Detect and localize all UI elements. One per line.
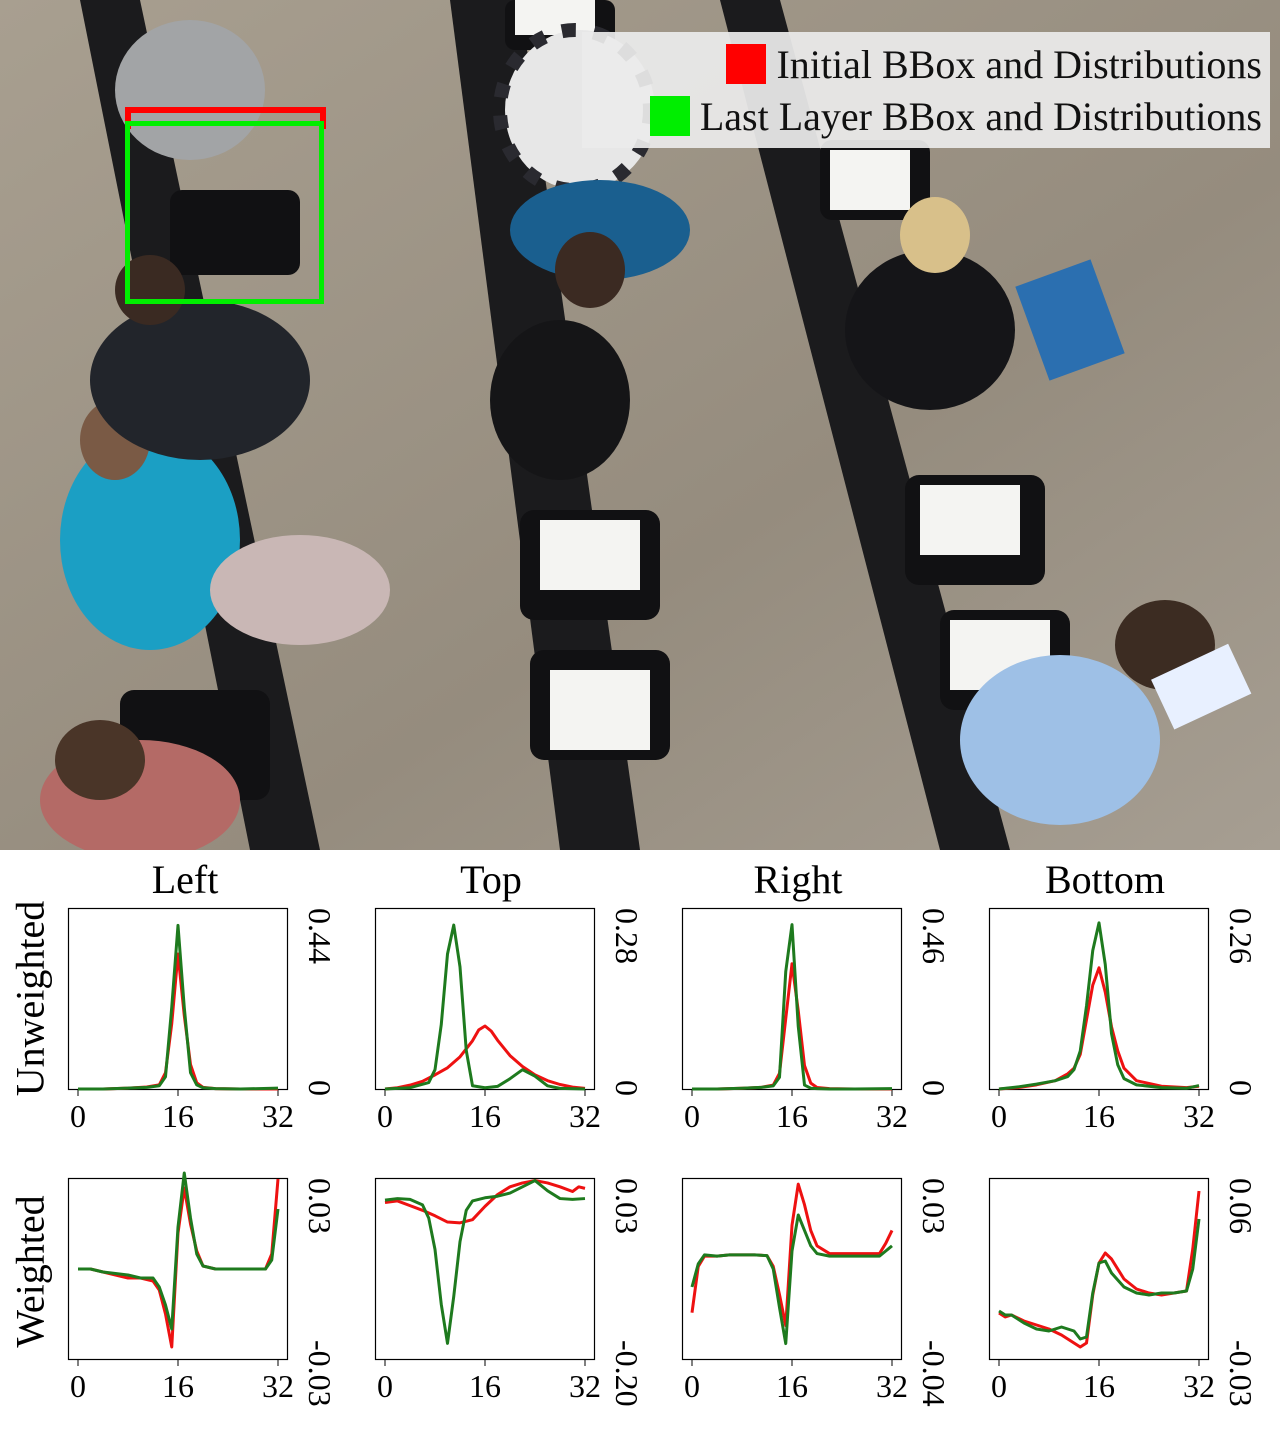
y-tick-label-min: -0.20: [609, 1340, 645, 1407]
y-tick-label-max: 0.03: [609, 1178, 645, 1234]
plot-frame: [67, 1177, 289, 1361]
panel-weighted-bottom: [988, 1177, 1210, 1366]
initial-series-line: [692, 962, 892, 1091]
y-tick-label-max: 0.26: [1223, 908, 1259, 964]
x-tick-label: 32: [1183, 1368, 1215, 1404]
plot-svg-weighted-right: [681, 1177, 903, 1366]
initial-series-line: [384, 1024, 586, 1091]
y-tick-label-min: 0: [302, 1080, 338, 1096]
x-tick-label: 32: [1183, 1098, 1215, 1134]
plot-svg-unweighted-right: [681, 907, 903, 1096]
last-layer-series-line: [384, 1179, 586, 1345]
legend-label-last-layer: Last Layer BBox and Distributions: [699, 93, 1262, 139]
legend-label-initial: Initial BBox and Distributions: [776, 41, 1262, 87]
plot-svg-unweighted-top: [374, 907, 596, 1096]
last-layer-series-line: [998, 1218, 1201, 1341]
x-tick-label: 32: [569, 1368, 601, 1404]
legend-swatch-last-layer: [649, 96, 690, 136]
x-tick-label: 16: [1083, 1368, 1115, 1404]
y-tick-label-max: 0.03: [916, 1178, 952, 1234]
plot-frame: [67, 907, 289, 1091]
last-layer-series-line: [78, 923, 279, 1091]
panel-unweighted-left: [67, 907, 289, 1096]
y-tick-label-max: 0.44: [302, 908, 338, 964]
x-tick-label: 16: [776, 1098, 808, 1134]
plot-svg-unweighted-left: [67, 907, 289, 1096]
plot-frame: [681, 1177, 903, 1361]
x-tick-label: 32: [262, 1098, 294, 1134]
y-tick-label-max: 0.46: [916, 908, 952, 964]
column-title-bottom: Bottom: [1044, 857, 1166, 902]
last-layer-series-line: [690, 1213, 893, 1346]
initial-series-line: [384, 1179, 586, 1225]
x-tick-label: 16: [1083, 1098, 1115, 1134]
initial-series-line: [998, 966, 1200, 1091]
plot-frame: [681, 907, 903, 1091]
column-title-right: Right: [753, 857, 843, 902]
plot-svg-unweighted-bottom: [988, 907, 1210, 1096]
y-tick-label-max: 0.03: [302, 1178, 338, 1234]
x-tick-label: 32: [569, 1098, 601, 1134]
y-tick-label-max: 0.06: [1223, 1178, 1259, 1234]
y-tick-label-min: -0.03: [1223, 1340, 1259, 1407]
plot-svg-weighted-bottom: [988, 1177, 1210, 1366]
y-tick-label-max: 0.28: [609, 908, 645, 964]
x-tick-label: 0: [377, 1098, 393, 1134]
initial-series-line: [78, 952, 278, 1091]
panel-unweighted-bottom: [988, 907, 1210, 1096]
row-label-unweighted: Unweighted: [7, 900, 53, 1097]
x-tick-label: 32: [876, 1368, 908, 1404]
plot-svg-weighted-left: [67, 1171, 289, 1366]
legend-item-initial: Initial BBox and Distributions: [590, 38, 1262, 90]
last-layer-series-line: [78, 1171, 280, 1331]
legend-swatch-initial: [726, 44, 767, 84]
plot-frame: [988, 1177, 1210, 1361]
y-tick-label-min: 0: [916, 1080, 952, 1096]
panel-unweighted-top: [374, 907, 596, 1096]
column-title-left: Left: [151, 857, 219, 902]
x-tick-label: 16: [776, 1368, 808, 1404]
last-layer-bbox: [125, 121, 324, 304]
x-tick-label: 32: [876, 1098, 908, 1134]
panel-weighted-top: [374, 1177, 596, 1366]
legend: Initial BBox and Distributions Last Laye…: [582, 32, 1270, 148]
x-tick-label: 0: [70, 1098, 86, 1134]
y-tick-label-min: 0: [1223, 1080, 1259, 1096]
x-tick-label: 16: [469, 1368, 501, 1404]
x-tick-label: 0: [684, 1368, 700, 1404]
auditorium-photo: Initial BBox and Distributions Last Laye…: [0, 0, 1280, 850]
last-layer-series-line: [692, 923, 893, 1091]
x-tick-label: 16: [162, 1368, 194, 1404]
x-tick-label: 0: [991, 1368, 1007, 1404]
x-tick-label: 16: [162, 1098, 194, 1134]
legend-item-last-layer: Last Layer BBox and Distributions: [590, 90, 1262, 142]
last-layer-series-line: [998, 921, 1200, 1091]
y-tick-label-min: -0.04: [916, 1340, 952, 1407]
panel-weighted-right: [681, 1177, 903, 1366]
column-title-top: Top: [460, 857, 522, 902]
x-tick-label: 0: [991, 1098, 1007, 1134]
x-tick-label: 0: [70, 1368, 86, 1404]
plot-frame: [988, 907, 1210, 1091]
y-tick-label-min: -0.03: [302, 1340, 338, 1407]
initial-series-line: [78, 1178, 280, 1349]
x-tick-label: 16: [469, 1098, 501, 1134]
plot-frame: [374, 907, 596, 1091]
x-tick-label: 0: [684, 1098, 700, 1134]
x-tick-label: 32: [262, 1368, 294, 1404]
panel-weighted-left: [67, 1171, 289, 1366]
distribution-plots: Left Top Right Bottom Unweighted Weighte…: [0, 850, 1280, 1450]
plot-svg-weighted-top: [374, 1177, 596, 1366]
last-layer-series-line: [384, 923, 586, 1091]
initial-bbox: [125, 107, 326, 129]
x-tick-label: 0: [377, 1368, 393, 1404]
row-label-weighted: Weighted: [7, 1195, 53, 1348]
panel-unweighted-right: [681, 907, 903, 1096]
plot-frame: [374, 1177, 596, 1361]
y-tick-label-min: 0: [609, 1080, 645, 1096]
